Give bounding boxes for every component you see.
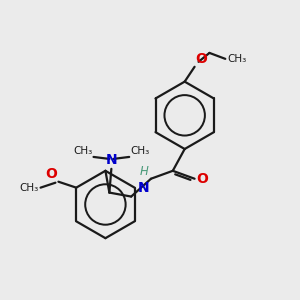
Text: CH₃: CH₃	[227, 54, 247, 64]
Text: O: O	[46, 167, 57, 181]
Text: N: N	[106, 153, 117, 167]
Text: CH₃: CH₃	[130, 146, 149, 156]
Text: O: O	[196, 52, 207, 66]
Text: O: O	[196, 172, 208, 186]
Text: N: N	[137, 181, 149, 195]
Text: H: H	[140, 165, 149, 178]
Text: CH₃: CH₃	[73, 146, 92, 156]
Text: CH₃: CH₃	[19, 183, 39, 193]
